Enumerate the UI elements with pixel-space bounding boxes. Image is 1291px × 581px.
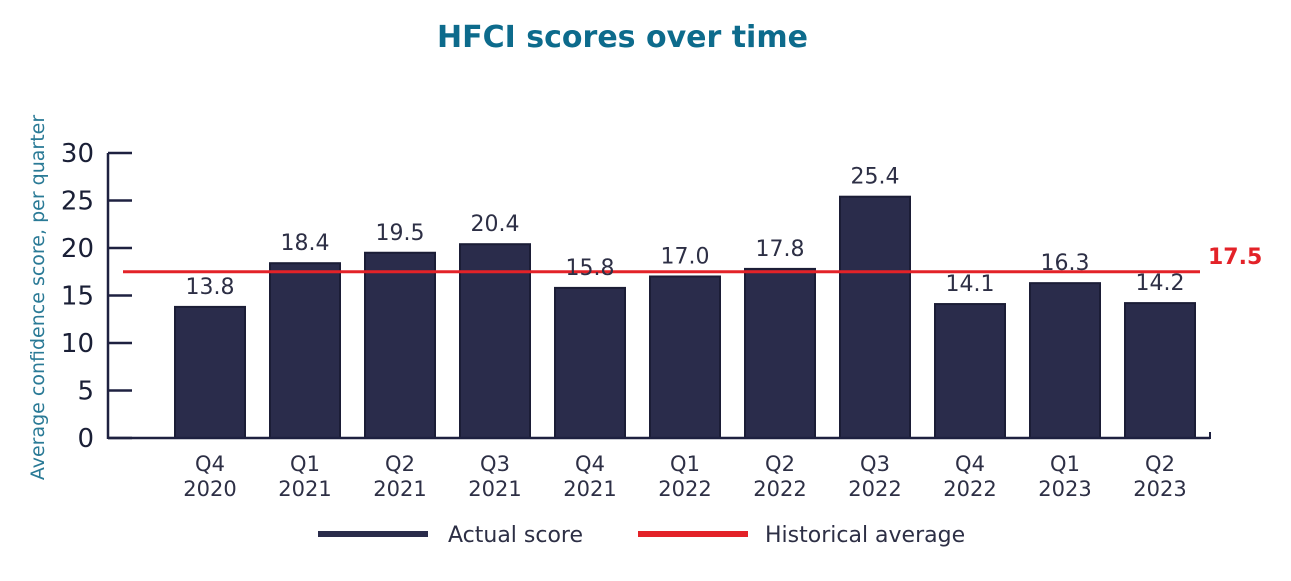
x-tick-label: Q1 (1050, 452, 1080, 476)
bar (839, 195, 911, 439)
bars (174, 195, 1196, 440)
chart-title: HFCI scores over time (437, 20, 808, 55)
bar-value-label: 25.4 (851, 165, 900, 190)
bar (459, 243, 531, 439)
bar-value-label: 19.5 (376, 221, 425, 246)
legend-label: Actual score (448, 523, 583, 548)
y-tick-label: 20 (61, 234, 94, 264)
bar (174, 305, 246, 439)
x-tick-label: 2021 (278, 477, 331, 501)
bar-value-label: 20.4 (471, 212, 520, 237)
bar (1124, 302, 1196, 439)
x-tick-label: Q1 (290, 452, 320, 476)
x-tick-label: 2021 (373, 477, 426, 501)
x-axis: Q42020Q12021Q22021Q32021Q42021Q12022Q220… (108, 432, 1211, 501)
y-tick-label: 25 (61, 187, 94, 217)
data-labels: 13.8 18.4 19.5 20.4 15.8 17.0 17.8 25.4 14.1 16.3… (186, 165, 1185, 300)
bar (1029, 282, 1101, 439)
x-tick-label: Q4 (575, 452, 605, 476)
bar-value-label: 17.0 (661, 245, 710, 270)
y-axis: 0 5 10 15 20 25 30 Average confidence score, pe… (27, 115, 132, 481)
x-tick-label: 2023 (1133, 477, 1186, 501)
y-tick-label: 10 (61, 329, 94, 359)
x-tick-label: 2023 (1038, 477, 1091, 501)
bar (269, 262, 341, 440)
bar-value-label: 15.8 (566, 256, 615, 281)
bar (744, 267, 816, 439)
y-axis-title: Average confidence score, per quarter (27, 115, 49, 481)
x-tick-label: Q3 (480, 452, 510, 476)
x-tick-label: Q1 (670, 452, 700, 476)
bar-value-label: 14.1 (946, 272, 995, 297)
x-tick-label: 2022 (943, 477, 996, 501)
average-value-label: 17.5 (1208, 245, 1262, 270)
y-tick-label: 0 (77, 424, 94, 454)
bar-value-label: 18.4 (281, 231, 330, 256)
x-tick-label: 2022 (848, 477, 901, 501)
y-tick-label: 30 (61, 139, 94, 169)
x-tick-label: 2021 (468, 477, 521, 501)
legend-label: Historical average (765, 523, 965, 548)
x-tick-label: 2021 (563, 477, 616, 501)
x-tick-label: Q3 (860, 452, 890, 476)
bar (649, 275, 721, 439)
bar-value-label: 13.8 (186, 275, 235, 300)
y-tick-label: 15 (61, 282, 94, 312)
bar-value-label: 14.2 (1136, 271, 1185, 296)
bar (934, 303, 1006, 439)
historical-average-line: 17.5 (123, 245, 1262, 274)
bar-value-label: 17.8 (756, 237, 805, 262)
bar (364, 251, 436, 439)
x-tick-label: Q2 (1145, 452, 1175, 476)
x-tick-label: 2022 (753, 477, 806, 501)
y-tick-label: 5 (77, 377, 94, 407)
x-tick-label: Q2 (385, 452, 415, 476)
x-tick-label: 2022 (658, 477, 711, 501)
legend: Actual score Historical average (318, 523, 965, 548)
x-tick-label: Q2 (765, 452, 795, 476)
x-tick-label: Q4 (955, 452, 985, 476)
bar (554, 286, 626, 439)
x-tick-label: 2020 (183, 477, 236, 501)
bar-value-label: 16.3 (1041, 251, 1090, 276)
x-tick-label: Q4 (195, 452, 225, 476)
